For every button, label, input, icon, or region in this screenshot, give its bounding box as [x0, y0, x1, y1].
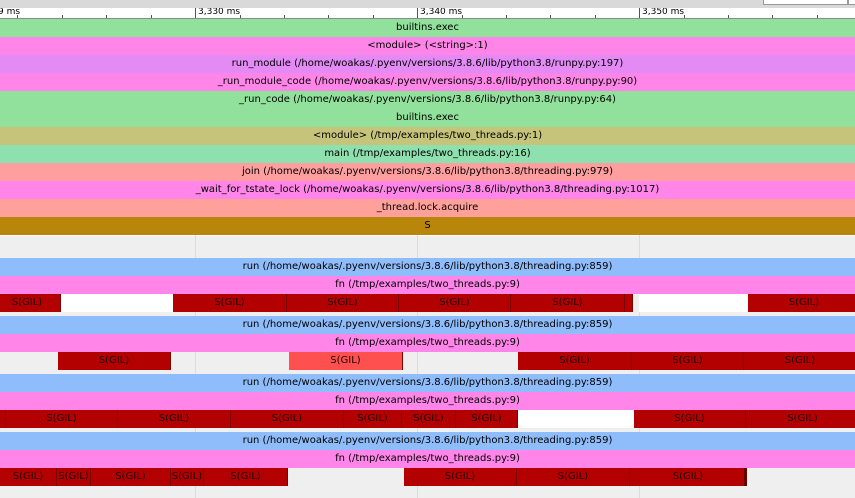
ruler-tick — [772, 15, 773, 18]
frame-thread-run[interactable]: run (/home/woakas/.pyenv/versions/3.8.6/… — [0, 316, 855, 334]
frame-join[interactable]: join (/home/woakas/.pyenv/versions/3.8.6… — [0, 163, 855, 181]
frame-gil-wait[interactable]: S(GIL) — [204, 468, 288, 486]
ruler-tick — [240, 15, 241, 18]
ruler-tick — [284, 15, 285, 18]
top-toolbar-strip — [0, 0, 855, 8]
frame-gil-wait[interactable]: S(GIL) — [511, 294, 625, 312]
ruler-major-tick — [195, 8, 196, 18]
frame-main[interactable]: main (/tmp/examples/two_threads.py:16) — [0, 145, 855, 163]
frame-fn[interactable]: fn (/tmp/examples/two_threads.py:9) — [0, 450, 855, 468]
frame-gil-wait[interactable]: S(GIL) — [231, 410, 344, 428]
ruler-major-tick — [639, 8, 640, 18]
frame-gil-wait[interactable]: S(GIL) — [404, 468, 517, 486]
ruler-tick — [106, 15, 107, 18]
ruler-tick — [728, 15, 729, 18]
frame-builtins-exec[interactable]: builtins.exec — [0, 19, 855, 37]
frame-gil-wait[interactable]: S(GIL) — [517, 468, 630, 486]
frame-thread-run[interactable]: run (/home/woakas/.pyenv/versions/3.8.6/… — [0, 374, 855, 392]
frame-gil-wait[interactable]: S(GIL) — [632, 352, 744, 370]
frame-gil-wait[interactable]: S(GIL) — [518, 352, 632, 370]
frame-run-module-code[interactable]: _run_module_code (/home/woakas/.pyenv/ve… — [0, 73, 855, 91]
frame-gil-wait[interactable]: S(GIL) — [118, 410, 231, 428]
frame-gil-wait[interactable]: S(GIL) — [634, 410, 746, 428]
empty-sample-gap — [518, 410, 634, 428]
sample-end-marker — [744, 468, 746, 486]
frame-gil-wait[interactable]: S(GIL) — [630, 468, 747, 486]
frame-module-two-threads[interactable]: <module> (/tmp/examples/two_threads.py:1… — [0, 127, 855, 145]
empty-sample-gap — [56, 294, 173, 312]
frame-thread-lock-acquire[interactable]: _thread.lock.acquire — [0, 199, 855, 217]
frame-gil-wait[interactable]: S(GIL) — [746, 410, 855, 428]
frame-gil-wait[interactable]: S(GIL) — [289, 352, 403, 370]
frame-gil-wait[interactable]: S(GIL) — [344, 410, 402, 428]
idle-band — [0, 236, 855, 258]
ruler-tick — [684, 15, 685, 18]
flame-tracks: builtins.exec <module> (<string>:1) run_… — [0, 19, 855, 498]
ruler-tick — [17, 15, 18, 18]
frame-gil-wait[interactable]: S(GIL) — [287, 294, 399, 312]
frame-module-string[interactable]: <module> (<string>:1) — [0, 37, 855, 55]
ruler-tick — [462, 15, 463, 18]
frame-gil-wait[interactable]: S(GIL) — [748, 294, 855, 312]
ruler-tick — [328, 15, 329, 18]
toolbar-button[interactable] — [848, 0, 855, 5]
frame-gil-wait[interactable]: S(GIL) — [58, 352, 171, 370]
ruler-label: 3,340 ms — [420, 8, 463, 17]
ruler-tick — [595, 15, 596, 18]
ruler-label: 9 ms — [0, 8, 21, 17]
frame-thread-run[interactable]: run (/home/woakas/.pyenv/versions/3.8.6/… — [0, 432, 855, 450]
ruler-major-tick — [417, 8, 418, 18]
ruler-tick — [151, 15, 152, 18]
ruler-tick — [817, 15, 818, 18]
frame-fn[interactable]: fn (/tmp/examples/two_threads.py:9) — [0, 334, 855, 352]
ruler-tick — [550, 15, 551, 18]
ruler-tick — [506, 15, 507, 18]
frame-run-code[interactable]: _run_code (/home/woakas/.pyenv/versions/… — [0, 91, 855, 109]
frame-gil-wait[interactable]: S(GIL) — [456, 410, 518, 428]
ruler-tick — [62, 15, 63, 18]
ruler-label: 3,350 ms — [642, 8, 685, 17]
frame-fn[interactable]: fn (/tmp/examples/two_threads.py:9) — [0, 392, 855, 410]
frame-gil-wait[interactable]: S(GIL) — [0, 468, 57, 486]
frame-builtins-exec[interactable]: builtins.exec — [0, 109, 855, 127]
frame-gil-wait[interactable]: S(GIL) — [399, 294, 511, 312]
frame-wait-for-tstate-lock[interactable]: _wait_for_tstate_lock (/home/woakas/.pye… — [0, 181, 855, 199]
ruler-label: 3,330 ms — [198, 8, 241, 17]
time-ruler: 9 ms 3,330 ms 3,340 ms 3,350 ms — [0, 8, 855, 19]
frame-gil-wait[interactable]: S(GIL) — [6, 410, 118, 428]
frame-gil-wait[interactable]: S(GIL) — [173, 294, 287, 312]
frame-run-module[interactable]: run_module (/home/woakas/.pyenv/versions… — [0, 55, 855, 73]
search-input[interactable] — [763, 0, 848, 5]
ruler-tick — [373, 15, 374, 18]
empty-sample-gap — [639, 294, 748, 312]
frame-fn[interactable]: fn (/tmp/examples/two_threads.py:9) — [0, 276, 855, 294]
frame-gil-wait[interactable]: S(GIL) — [402, 410, 456, 428]
frame-sleeping-state[interactable]: S — [0, 217, 855, 235]
frame-gil-wait[interactable]: S(GIL) — [744, 352, 855, 370]
frame-gil-wait[interactable]: S(GIL) — [171, 468, 204, 486]
frame-gil-wait[interactable]: S(GIL) — [0, 294, 61, 312]
frame-gil-wait[interactable]: S(GIL) — [57, 468, 91, 486]
frame-gil-wait[interactable] — [625, 294, 633, 312]
frame-gil-wait[interactable]: S(GIL) — [91, 468, 171, 486]
frame-thread-run[interactable]: run (/home/woakas/.pyenv/versions/3.8.6/… — [0, 258, 855, 276]
frame-gil-wait[interactable] — [0, 410, 6, 428]
